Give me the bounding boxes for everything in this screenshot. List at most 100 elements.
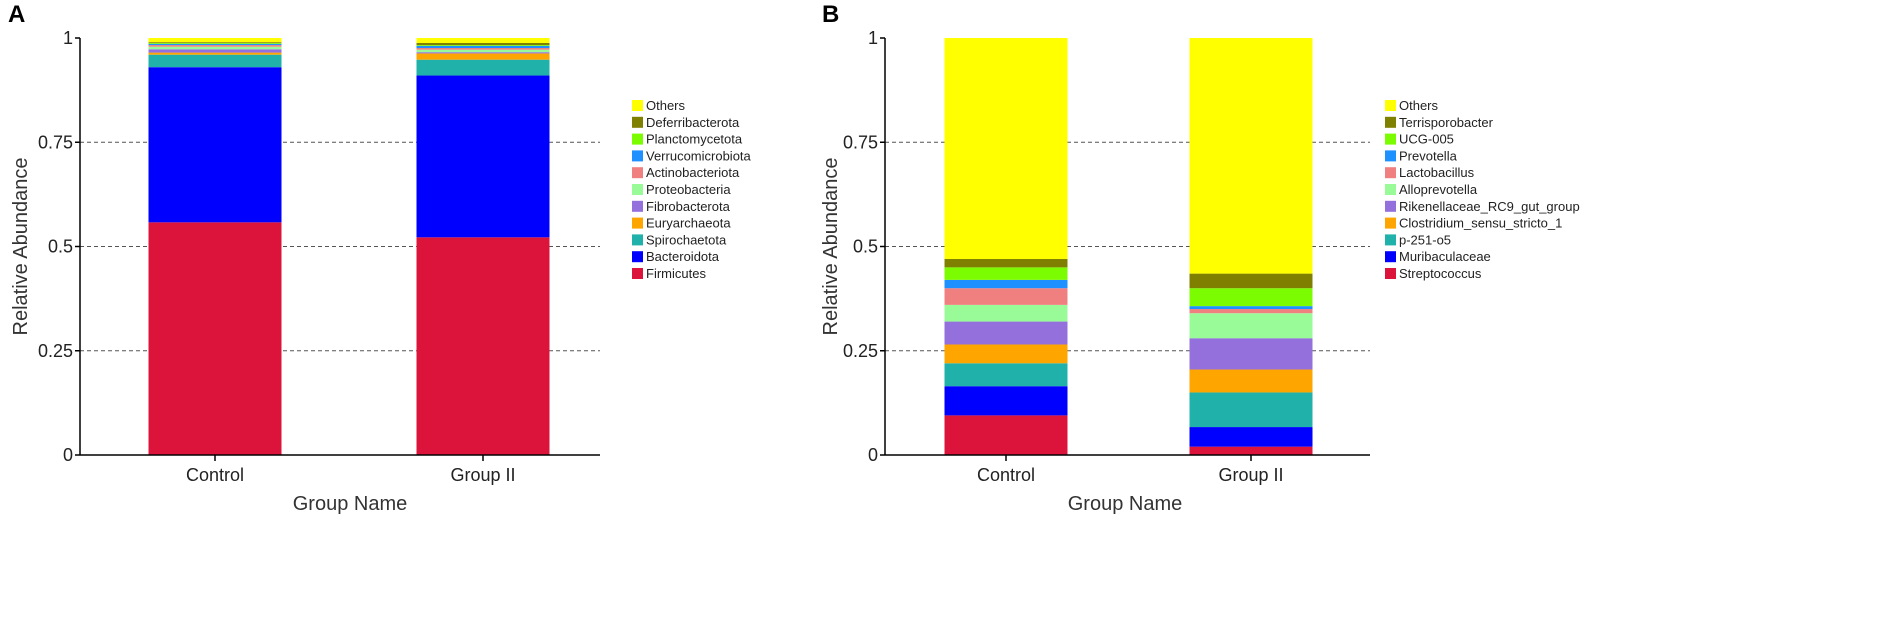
- bar-segment-planctomycetota-2: [416, 45, 550, 46]
- bar-segment-p-251-o5-1: [944, 363, 1068, 387]
- bar-segment-rikenellaceae-rc9-gut-group-2: [1189, 338, 1313, 370]
- legend-swatch: [632, 116, 643, 128]
- bar-segment-euryarchaeota-1: [148, 52, 282, 55]
- legend-swatch: [632, 150, 643, 162]
- x-tick-label: Group II: [450, 465, 515, 485]
- legend-label: Clostridium_sensu_stricto_1: [1399, 216, 1562, 231]
- bar-segment-rikenellaceae-rc9-gut-group-1: [944, 321, 1068, 345]
- bar-segment-terrisporobacter-1: [944, 259, 1068, 268]
- legend-label: UCG-005: [1399, 132, 1454, 147]
- legend-swatch: [1385, 167, 1396, 179]
- legend-label: Actinobacteriota: [646, 165, 740, 180]
- y-tick-label: 0: [868, 445, 878, 465]
- bar-segment-clostridium-sensu-stricto-1-2: [1189, 369, 1313, 393]
- bar-segment-others-1: [944, 38, 1068, 260]
- legend-swatch: [1385, 217, 1396, 229]
- bar-segment-verrucomicrobiota-1: [148, 43, 282, 46]
- bar-segment-muribaculaceae-1: [944, 386, 1068, 416]
- bar-segment-proteobacteria-2: [416, 49, 550, 53]
- bar-segment-planctomycetota-1: [148, 43, 282, 44]
- legend-label: Lactobacillus: [1399, 165, 1475, 180]
- legend-label: Alloprevotella: [1399, 182, 1478, 197]
- legend-label: Spirochaetota: [646, 232, 727, 247]
- legend-swatch: [1385, 251, 1396, 263]
- bar-segment-others-1: [148, 38, 282, 43]
- legend-swatch: [1385, 150, 1396, 162]
- x-axis-title: Group Name: [293, 493, 408, 515]
- bar-segment-alloprevotella-1: [944, 304, 1068, 322]
- y-tick-label: 0.75: [38, 132, 73, 152]
- bar-segment-deferribacterota-1: [148, 42, 282, 44]
- bar-segment-prevotella-2: [1189, 306, 1313, 310]
- legend-label: Others: [1399, 98, 1439, 113]
- y-tick-label: 0: [63, 445, 73, 465]
- bar-segment-ucg-005-1: [944, 267, 1068, 280]
- legend-swatch: [632, 234, 643, 246]
- y-tick-label: 1: [868, 28, 878, 48]
- legend-label: Bacteroidota: [646, 249, 720, 264]
- bar-segment-lactobacillus-1: [944, 288, 1068, 305]
- legend-label: Rikenellaceae_RC9_gut_group: [1399, 199, 1580, 214]
- bar-segment-euryarchaeota-2: [416, 53, 550, 60]
- legend-label: Planctomycetota: [646, 132, 743, 147]
- y-axis-title: Relative Abundance: [10, 158, 32, 336]
- legend-label: Fibrobacterota: [646, 199, 731, 214]
- legend-swatch: [632, 167, 643, 179]
- bar-segment-firmicutes-2: [416, 237, 550, 455]
- x-tick-label: Group II: [1218, 465, 1283, 485]
- bar-segment-prevotella-1: [944, 279, 1068, 289]
- legend-label: Muribaculaceae: [1399, 249, 1491, 264]
- legend-swatch: [1385, 100, 1396, 111]
- legend-swatch: [632, 133, 643, 145]
- bar-segment-streptococcus-1: [944, 415, 1068, 455]
- panel-label: A: [8, 1, 25, 28]
- legend-swatch: [1385, 184, 1396, 195]
- legend-label: Firmicutes: [646, 266, 706, 281]
- bar-segment-spirochaetota-1: [148, 54, 282, 68]
- bar-segment-spirochaetota-2: [416, 59, 550, 76]
- bar-segment-alloprevotella-2: [1189, 313, 1313, 339]
- bar-segment-streptococcus-2: [1189, 446, 1313, 455]
- legend-label: Others: [646, 98, 686, 113]
- legend-label: Streptococcus: [1399, 266, 1482, 281]
- bar-segment-fibrobacterota-1: [148, 49, 282, 53]
- legend-swatch: [1385, 116, 1396, 128]
- bar-segment-lactobacillus-2: [1189, 309, 1313, 314]
- bar-segment-deferribacterota-2: [416, 43, 550, 46]
- x-axis-title: Group Name: [1068, 493, 1183, 515]
- y-tick-label: 0.25: [843, 341, 878, 361]
- legend-swatch: [632, 184, 643, 195]
- chart-panel-a: A 0 0.25 0.5 0.75 1 Control Group II Group Name R…: [8, 1, 752, 515]
- bar-segment-others-2: [1189, 38, 1313, 274]
- legend-label: Prevotella: [1399, 148, 1458, 163]
- legend-swatch: [632, 251, 643, 263]
- legend-label: Deferribacterota: [646, 115, 740, 130]
- x-tick-label: Control: [186, 465, 244, 485]
- legend-label: Proteobacteria: [646, 182, 731, 197]
- bar-segment-ucg-005-2: [1189, 288, 1313, 307]
- bar-segment-others-2: [416, 38, 550, 44]
- bar-segment-firmicutes-1: [148, 222, 282, 455]
- bar-segment-proteobacteria-1: [148, 46, 282, 50]
- legend-swatch: [1385, 200, 1396, 212]
- y-tick-label: 0.5: [48, 237, 73, 257]
- legend-swatch: [1385, 133, 1396, 145]
- y-tick-label: 0.25: [38, 341, 73, 361]
- bar-segment-terrisporobacter-2: [1189, 273, 1313, 289]
- legend-label: Euryarchaeota: [646, 216, 731, 231]
- legend: Others Deferribacterota PlanctomycetotaVer…: [632, 98, 752, 281]
- bar-segment-fibrobacterota-2: [416, 52, 550, 54]
- y-axis-title: Relative Abundance: [820, 158, 842, 336]
- x-tick-label: Control: [977, 465, 1035, 485]
- legend-label: p-251-o5: [1399, 232, 1451, 247]
- legend-swatch: [632, 217, 643, 229]
- legend-label: Verrucomicrobiota: [646, 148, 752, 163]
- chart-panel-b: B 0 0.25 0.5 0.75 1 Control Group II Group Name R…: [820, 1, 1580, 515]
- legend-swatch: [632, 268, 643, 279]
- legend-swatch: [1385, 268, 1396, 279]
- bar-segment-p-251-o5-2: [1189, 392, 1313, 428]
- bar-segment-bacteroidota-1: [148, 67, 282, 223]
- legend-label: Terrisporobacter: [1399, 115, 1494, 130]
- bar-segment-bacteroidota-2: [416, 75, 550, 238]
